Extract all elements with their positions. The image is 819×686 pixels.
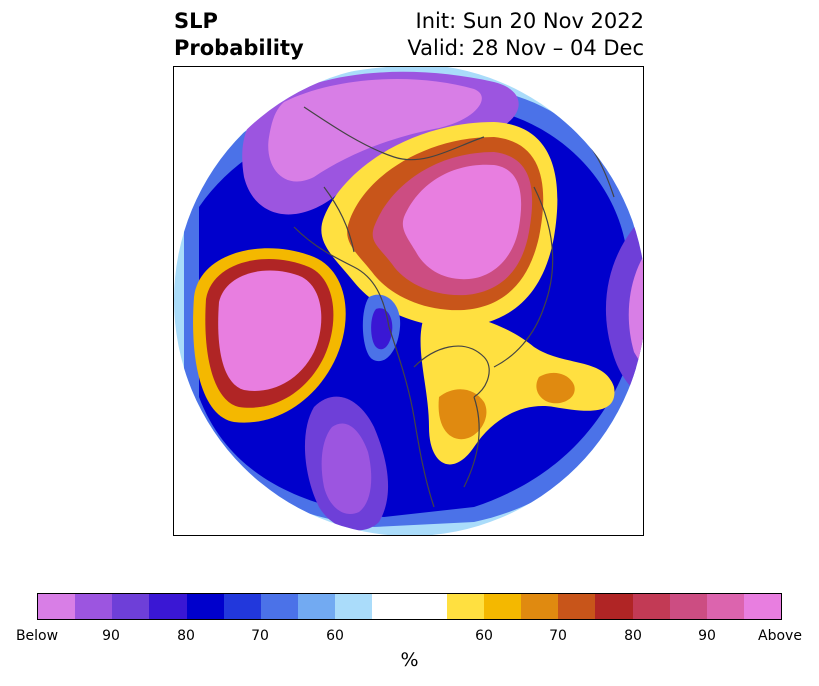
colorbar-segment <box>446 594 484 619</box>
below-core-east <box>605 217 643 397</box>
map-title-left: SLP Probability <box>174 8 304 62</box>
colorbar-segment <box>335 594 373 619</box>
title-product: Probability <box>174 36 304 60</box>
colorbar-segment <box>186 594 224 619</box>
map-panel <box>173 66 644 536</box>
tick-label: Above <box>758 628 802 644</box>
above-arctic-peak <box>402 164 522 280</box>
colorbar-segment <box>298 594 336 619</box>
colorbar-segment <box>558 594 596 619</box>
colorbar-segment <box>483 594 522 619</box>
tick-label: 70 <box>549 628 567 644</box>
colorbar-segment <box>706 594 744 619</box>
colorbar-segment <box>260 594 299 619</box>
colorbar-ticks: Below 90 80 70 60 60 70 80 90 Above <box>0 621 819 651</box>
colorbar-segment <box>112 594 150 619</box>
colorbar-segment <box>632 594 670 619</box>
above-atlantic-east <box>536 372 575 404</box>
tick-label: 80 <box>624 628 642 644</box>
colorbar <box>37 593 782 620</box>
colorbar-segment <box>149 594 187 619</box>
tick-label: 60 <box>326 628 344 644</box>
colorbar-segment <box>743 594 782 619</box>
below-north-america-core <box>321 423 372 515</box>
tick-label: 90 <box>698 628 716 644</box>
above-pacific-core <box>218 270 322 391</box>
tick-label: 90 <box>102 628 120 644</box>
title-variable: SLP <box>174 9 218 33</box>
tick-label: 80 <box>177 628 195 644</box>
colorbar-unit-label: % <box>400 649 419 671</box>
coastlines <box>293 106 615 508</box>
title-init-date: Init: Sun 20 Nov 2022 <box>415 9 644 33</box>
colorbar-segment <box>75 594 113 619</box>
map-title-right: Init: Sun 20 Nov 2022 Valid: 28 Nov – 04… <box>407 8 644 62</box>
tick-label: 70 <box>251 628 269 644</box>
colorbar-segment <box>223 594 261 619</box>
below-core-north <box>268 79 482 182</box>
tick-label: 60 <box>475 628 493 644</box>
colorbar-segment <box>521 594 559 619</box>
tick-label: Below <box>15 628 59 644</box>
colorbar-segment <box>38 594 76 619</box>
below-core-east-inner <box>628 257 643 367</box>
above-atlantic-mid <box>438 389 487 440</box>
colorbar-segment <box>372 594 410 619</box>
title-valid-range: Valid: 28 Nov – 04 Dec <box>407 36 644 60</box>
probability-map <box>174 67 643 535</box>
colorbar-segment <box>409 594 447 619</box>
colorbar-segment <box>669 594 707 619</box>
colorbar-segment <box>595 594 633 619</box>
